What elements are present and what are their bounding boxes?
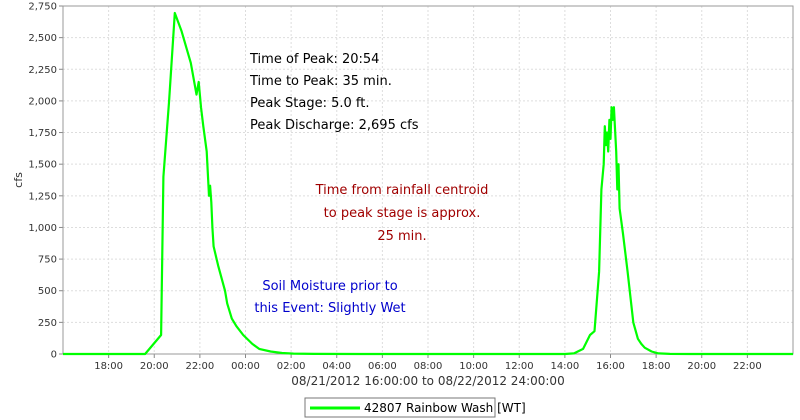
annotation-soil-line2: this Event: Slightly Wet [254, 301, 405, 316]
annotation-soil-line1: Soil Moisture prior to [262, 279, 397, 294]
y-tick-label: 2,250 [28, 65, 57, 76]
y-axis-ticks: 0 250 500 750 1,000 1,250 1,500 1,750 2,000 2,250… [28, 2, 63, 361]
x-tick-label: 06:00 [368, 361, 397, 372]
x-tick-label: 04:00 [322, 361, 351, 372]
y-tick-label: 1,750 [28, 128, 57, 139]
x-tick-label: 08:00 [414, 361, 443, 372]
y-tick-label: 1,250 [28, 191, 57, 202]
y-tick-label: 1,500 [28, 160, 57, 171]
x-tick-label: 12:00 [505, 361, 534, 372]
legend-label: 42807 Rainbow Wash [WT] [364, 401, 526, 415]
annotation-centroid-line2: to peak stage is approx. [324, 206, 481, 221]
y-tick-label: 1,000 [28, 223, 57, 234]
annotation-peak-discharge: Peak Discharge: 2,695 cfs [250, 118, 419, 133]
legend-box [304, 397, 496, 418]
soil-moisture-annotation: Soil Moisture prior to this Event: Sligh… [254, 279, 405, 316]
y-tick-label: 500 [38, 286, 57, 297]
annotation-centroid-line3: 25 min. [377, 229, 426, 244]
x-tick-label: 18:00 [94, 361, 123, 372]
x-axis-label: 08/21/2012 16:00:00 to 08/22/2012 24:00:… [291, 374, 564, 388]
y-tick-label: 0 [51, 350, 57, 361]
series-line-0 [63, 11, 793, 356]
x-tick-label: 14:00 [550, 361, 579, 372]
x-tick-label: 16:00 [596, 361, 625, 372]
y-axis-label: cfs [12, 172, 25, 188]
x-tick-label: 20:00 [140, 361, 169, 372]
series-group [63, 11, 793, 356]
y-tick-label: 2,750 [28, 2, 57, 13]
x-tick-label: 22:00 [185, 361, 214, 372]
annotation-time-to-peak: Time to Peak: 35 min. [249, 74, 392, 89]
y-tick-label: 2,000 [28, 96, 57, 107]
annotation-centroid-line1: Time from rainfall centroid [315, 183, 489, 198]
x-tick-label: 00:00 [231, 361, 260, 372]
y-tick-label: 2,500 [28, 33, 57, 44]
x-tick-label: 20:00 [687, 361, 716, 372]
annotation-time-of-peak: Time of Peak: 20:54 [249, 52, 379, 67]
x-tick-label: 02:00 [277, 361, 306, 372]
y-tick-label: 250 [38, 318, 57, 329]
x-tick-label: 22:00 [733, 361, 762, 372]
x-axis-ticks: 18:00 20:00 22:00 00:00 02:00 04:00 06:00 08:00… [94, 354, 762, 372]
rainfall-centroid-annotation: Time from rainfall centroid to peak stag… [315, 183, 489, 244]
legend: 42807 Rainbow Wash [WT] [304, 397, 526, 418]
gridlines [63, 6, 793, 354]
peak-info-annotation: Time of Peak: 20:54 Time to Peak: 35 min… [249, 52, 419, 133]
y-tick-label: 750 [38, 255, 57, 266]
annotation-peak-stage: Peak Stage: 5.0 ft. [250, 96, 369, 111]
x-tick-label: 10:00 [459, 361, 488, 372]
x-tick-label: 18:00 [642, 361, 671, 372]
